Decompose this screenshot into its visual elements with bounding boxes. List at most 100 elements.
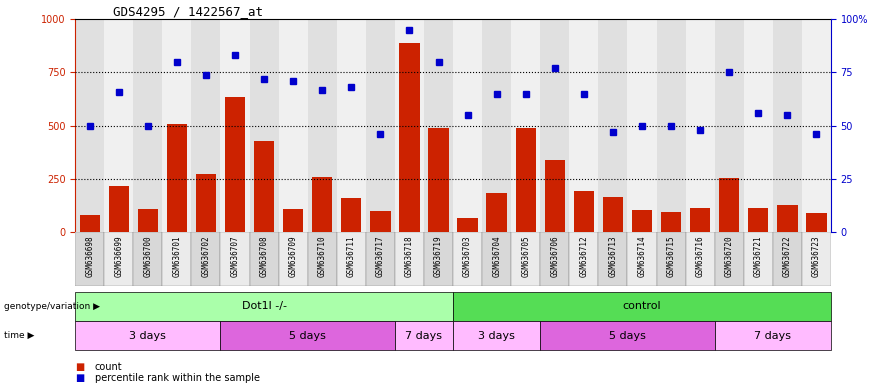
Bar <box>80 215 100 232</box>
Bar <box>195 174 216 232</box>
Bar <box>574 191 594 232</box>
Text: GSM636703: GSM636703 <box>463 235 472 276</box>
Bar <box>657 19 686 232</box>
Bar <box>603 197 623 232</box>
Bar <box>661 212 682 232</box>
Text: GSM636700: GSM636700 <box>143 235 152 276</box>
Bar <box>104 19 133 232</box>
Bar <box>308 232 337 286</box>
Bar <box>773 19 802 232</box>
Text: 5 days: 5 days <box>609 331 646 341</box>
Bar <box>545 160 565 232</box>
Bar <box>366 232 395 286</box>
Bar <box>133 19 163 232</box>
Bar <box>748 208 768 232</box>
Bar <box>802 19 831 232</box>
Bar <box>278 232 308 286</box>
Bar <box>569 232 598 286</box>
Text: GSM636707: GSM636707 <box>231 235 240 276</box>
Text: GSM636721: GSM636721 <box>754 235 763 276</box>
Bar <box>308 19 337 232</box>
Text: GSM636720: GSM636720 <box>725 235 734 276</box>
Bar <box>569 19 598 232</box>
Bar <box>453 19 482 232</box>
Bar <box>225 97 245 232</box>
Bar <box>133 232 163 286</box>
Bar <box>719 178 739 232</box>
Bar <box>220 232 249 286</box>
Bar <box>163 232 192 286</box>
Text: GSM636714: GSM636714 <box>637 235 646 276</box>
Text: GSM636710: GSM636710 <box>317 235 327 276</box>
Text: GSM636704: GSM636704 <box>492 235 501 276</box>
Bar <box>254 141 274 232</box>
Bar <box>75 19 104 232</box>
Bar <box>777 205 797 232</box>
Bar <box>511 232 540 286</box>
Bar <box>249 19 278 232</box>
Text: GSM636699: GSM636699 <box>114 235 123 276</box>
Text: GSM636705: GSM636705 <box>522 235 530 276</box>
Bar <box>341 198 362 232</box>
Text: GSM636716: GSM636716 <box>696 235 705 276</box>
Text: GSM636701: GSM636701 <box>172 235 181 276</box>
Text: ■: ■ <box>75 362 84 372</box>
Bar <box>312 177 332 232</box>
Bar <box>743 19 773 232</box>
Bar <box>400 43 420 232</box>
Bar <box>337 19 366 232</box>
Bar <box>632 210 652 232</box>
Bar <box>457 218 477 232</box>
Text: percentile rank within the sample: percentile rank within the sample <box>95 373 260 383</box>
Bar <box>366 19 395 232</box>
Text: GSM636718: GSM636718 <box>405 235 414 276</box>
Text: GSM636706: GSM636706 <box>551 235 560 276</box>
Bar <box>686 232 714 286</box>
Bar <box>249 232 278 286</box>
Text: GSM636702: GSM636702 <box>202 235 210 276</box>
Bar <box>686 19 714 232</box>
Bar <box>283 209 303 232</box>
Bar <box>743 232 773 286</box>
Text: GSM636713: GSM636713 <box>608 235 617 276</box>
Bar <box>511 19 540 232</box>
Bar <box>395 19 424 232</box>
Text: 7 days: 7 days <box>754 331 791 341</box>
Bar <box>657 232 686 286</box>
Bar <box>482 232 511 286</box>
Text: GSM636709: GSM636709 <box>289 235 298 276</box>
Text: GSM636717: GSM636717 <box>376 235 385 276</box>
Bar <box>486 193 507 232</box>
Bar <box>482 19 511 232</box>
Text: time ▶: time ▶ <box>4 331 34 340</box>
Bar <box>429 128 449 232</box>
Bar <box>714 19 743 232</box>
Text: GSM636712: GSM636712 <box>579 235 589 276</box>
Bar <box>395 232 424 286</box>
Bar <box>424 19 453 232</box>
Bar <box>453 232 482 286</box>
Bar <box>167 124 187 232</box>
Bar <box>278 19 308 232</box>
Text: 3 days: 3 days <box>478 331 515 341</box>
Bar <box>628 232 657 286</box>
Bar <box>192 19 220 232</box>
Bar <box>192 232 220 286</box>
Bar <box>598 232 628 286</box>
Bar <box>628 19 657 232</box>
Bar <box>370 211 391 232</box>
Text: genotype/variation ▶: genotype/variation ▶ <box>4 302 101 311</box>
Text: count: count <box>95 362 122 372</box>
Text: GSM636715: GSM636715 <box>667 235 675 276</box>
Text: GSM636722: GSM636722 <box>783 235 792 276</box>
Text: GDS4295 / 1422567_at: GDS4295 / 1422567_at <box>113 5 263 18</box>
Bar <box>163 19 192 232</box>
Text: ■: ■ <box>75 373 84 383</box>
Bar <box>220 19 249 232</box>
Text: GSM636708: GSM636708 <box>260 235 269 276</box>
Bar <box>424 232 453 286</box>
Bar <box>802 232 831 286</box>
Bar <box>104 232 133 286</box>
Bar <box>598 19 628 232</box>
Text: Dot1l -/-: Dot1l -/- <box>241 301 286 311</box>
